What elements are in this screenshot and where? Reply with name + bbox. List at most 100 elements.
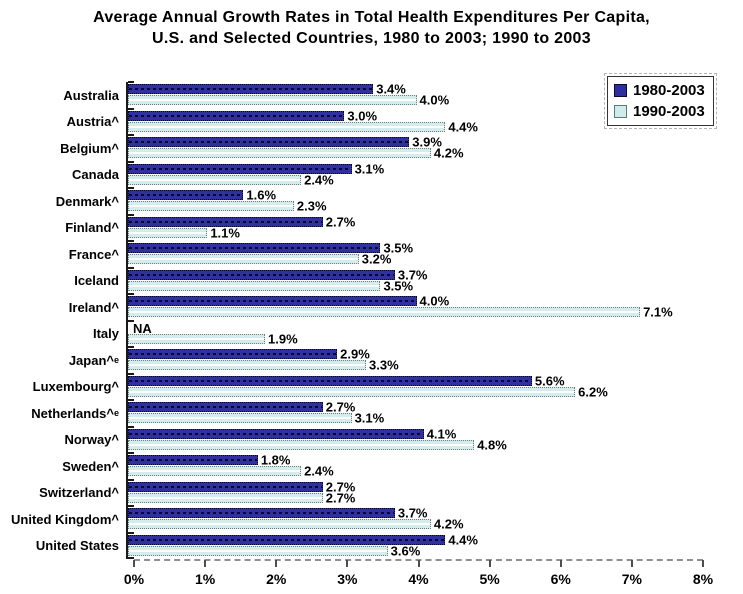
rows: Australia 3.4% 4.0% Austria^ 3.0% 4.4% Belgium…: [0, 81, 705, 559]
bar-pair: 4.1% 4.8%: [126, 426, 705, 453]
bar-1980-2003: 3.9%: [128, 135, 442, 150]
country-row: Italy NA 1.9%: [0, 319, 705, 347]
value-label: 2.7%: [325, 399, 356, 415]
x-tick-label: 3%: [337, 571, 358, 587]
category-label: Belgium^: [60, 140, 119, 156]
value-label: 4.0%: [419, 293, 450, 309]
value-label: 3.9%: [412, 134, 442, 150]
category-label: Switzerland^: [39, 485, 119, 501]
x-tick: [630, 560, 633, 567]
value-label: 3.1%: [354, 410, 385, 426]
value-label: 7.1%: [643, 304, 673, 320]
bar-1980-2003: 2.7%: [128, 214, 355, 229]
bar-1980-2003: 2.9%: [128, 347, 370, 362]
category-label: Canada: [72, 167, 119, 183]
country-row: Luxembourg^ 5.6% 6.2%: [0, 372, 705, 400]
bar-pair: 3.7% 3.5%: [126, 267, 705, 294]
bar-pair: 3.9% 4.2%: [126, 135, 705, 162]
value-label: 4.1%: [426, 426, 457, 441]
country-row: United Kingdom^ 3.7% 4.2%: [0, 505, 705, 533]
x-tick: [559, 560, 562, 567]
bar-1980-2003: 1.8%: [128, 453, 290, 468]
bar-pair: 2.9% 3.3%: [126, 347, 705, 374]
country-row: United States 4.4% 3.6%: [0, 531, 705, 559]
bar-1990-2003: 6.2%: [128, 384, 608, 399]
bar-1990-2003: 4.8%: [128, 437, 507, 452]
value-label: 2.7%: [325, 479, 356, 494]
bar-pair: 2.7% 3.1%: [126, 400, 705, 427]
bar-1980-2003: 2.7%: [128, 479, 355, 494]
bar-1980-2003: 3.1%: [128, 161, 384, 176]
value-label: 2.9%: [340, 346, 370, 362]
value-label: 1.9%: [268, 331, 298, 346]
value-label: 2.7%: [325, 490, 356, 505]
bar-pair: 3.1% 2.4%: [126, 161, 705, 188]
country-row: Japan^ e 2.9% 3.3%: [0, 346, 705, 374]
na-label: NA: [133, 320, 152, 336]
value-label: 3.7%: [397, 267, 428, 282]
value-label: 3.5%: [383, 278, 414, 293]
legend-swatch-1990-2003: [614, 105, 627, 118]
x-tick-label: 6%: [550, 571, 571, 587]
country-row: Austria^ 3.0% 4.4%: [0, 107, 705, 135]
value-label: 3.4%: [376, 81, 406, 97]
category-label: Denmark^: [55, 193, 119, 209]
bar-1980-2003: 3.0%: [128, 108, 377, 123]
x-tick-label: 0%: [123, 571, 145, 587]
legend-item-1980-2003: 1980-2003: [614, 80, 705, 101]
bar-1980-2003: 4.1%: [128, 426, 456, 441]
category-label: Norway^: [64, 432, 119, 448]
value-label: 5.6%: [534, 373, 565, 388]
x-tick: [346, 560, 349, 567]
value-label: 3.0%: [347, 108, 378, 123]
x-axis: 0% 1% 2% 3% 4% 5% 6% 7% 8%: [124, 559, 713, 594]
bar-1980-2003: 2.7%: [128, 400, 355, 415]
category-label: Sweden^: [62, 458, 119, 474]
bar-pair: NA 1.9%: [126, 320, 705, 347]
bar-1990-2003: 2.4%: [128, 464, 334, 479]
value-label: 4.4%: [448, 532, 478, 547]
country-row: Finland^ 2.7% 1.1%: [0, 213, 705, 241]
x-tick-label: 2%: [266, 571, 287, 587]
bar-pair: 2.7% 1.1%: [126, 214, 705, 241]
value-label: 2.4%: [304, 172, 334, 187]
category-label: Luxembourg^: [32, 379, 119, 395]
x-tick-label: 4%: [408, 571, 429, 587]
bar-1990-2003: 3.1%: [128, 411, 384, 426]
bar-1990-2003: 2.4%: [128, 172, 334, 187]
value-label: 3.7%: [397, 505, 428, 521]
bar-1980-2003: 3.7%: [128, 267, 428, 282]
bar-1990-2003: 3.5%: [128, 278, 413, 293]
bar-pair: 4.0% 7.1%: [126, 294, 705, 321]
bar-1990-2003: 2.3%: [128, 199, 327, 214]
category-label: Austria^: [66, 114, 119, 130]
bar-1990-2003: 1.1%: [128, 225, 240, 240]
value-label: 4.0%: [419, 92, 450, 108]
country-row: Norway^ 4.1% 4.8%: [0, 425, 705, 453]
bar-1980-2003: 4.0%: [128, 294, 449, 309]
x-tick: [133, 560, 135, 567]
bar-pair: 3.5% 3.2%: [126, 241, 705, 268]
plot-area: Australia 3.4% 4.0% Austria^ 3.0% 4.4% Belgium…: [0, 81, 713, 587]
bar-1990-2003: 3.3%: [128, 358, 399, 373]
country-row: Netherlands^ e 2.7% 3.1%: [0, 399, 705, 427]
bar-1980-2003: 3.4%: [128, 82, 406, 97]
value-label: 2.3%: [296, 198, 327, 214]
country-row: Sweden^ 1.8% 2.4%: [0, 452, 705, 480]
bar-1980-2003: 3.5%: [128, 241, 413, 256]
legend-swatch-1980-2003: [614, 84, 627, 97]
country-row: Denmark^ 1.6% 2.3%: [0, 187, 705, 215]
value-label: 3.3%: [369, 357, 399, 373]
bar-1980-2003: 5.6%: [128, 373, 565, 388]
value-label: 3.2%: [361, 251, 392, 267]
value-label: 2.7%: [325, 214, 356, 229]
value-label: 1.8%: [260, 452, 291, 468]
bar-1990-2003: 2.7%: [128, 490, 355, 505]
value-label: 1.1%: [210, 225, 240, 240]
bar-pair: 3.0% 4.4%: [126, 108, 705, 135]
bar-1980-2003: 4.4%: [128, 532, 478, 547]
x-tick: [488, 560, 491, 567]
category-label: France^: [68, 246, 119, 262]
bar-pair: 1.8% 2.4%: [126, 453, 705, 480]
